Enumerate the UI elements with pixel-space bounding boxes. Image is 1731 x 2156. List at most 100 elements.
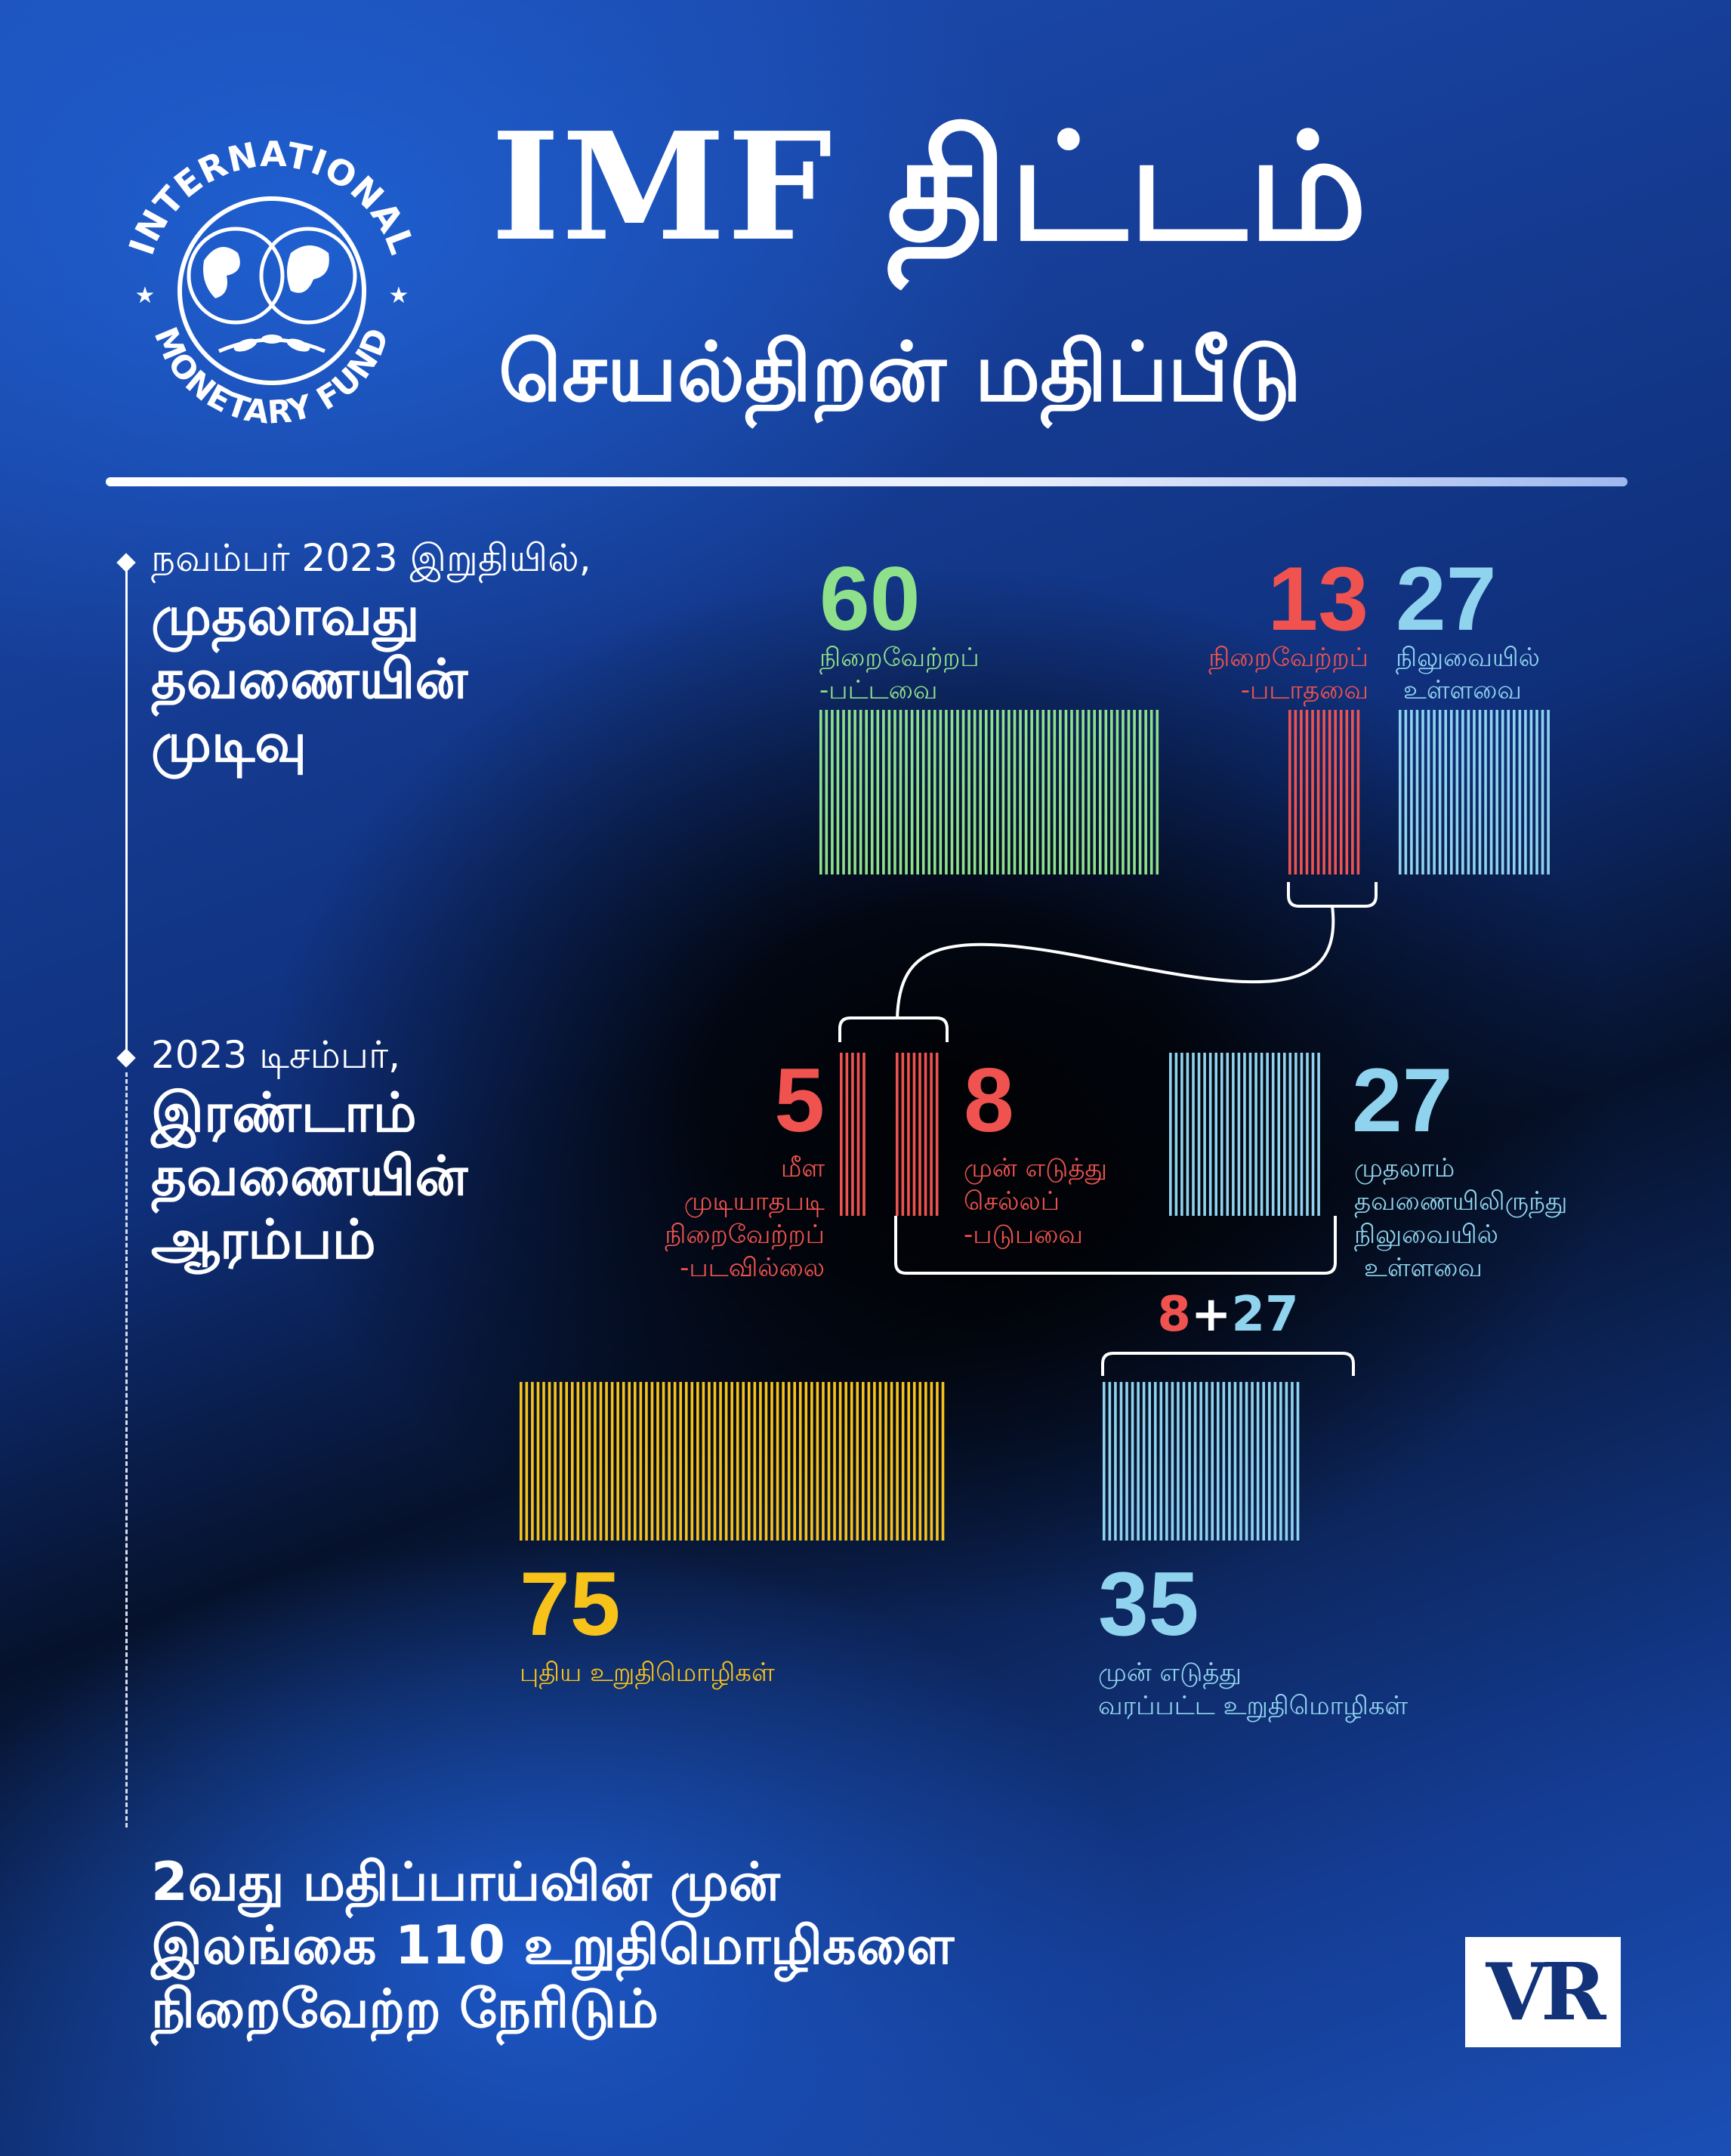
value-label: 60 xyxy=(819,548,920,649)
segment-label: நிறைவேற்றப் xyxy=(819,643,980,675)
bar-stripe xyxy=(961,710,965,874)
bar-stripe xyxy=(1075,710,1079,874)
bar-stripe xyxy=(862,1382,865,1541)
bar-stripe xyxy=(1421,710,1424,874)
bar-stripe xyxy=(842,710,845,874)
bar-stripe xyxy=(1232,1053,1235,1216)
bar-stripe xyxy=(730,1382,733,1541)
bar-stripe xyxy=(708,1382,711,1541)
bar-stripe xyxy=(1127,710,1131,874)
bar-stripe xyxy=(554,1382,557,1541)
bar-stripe xyxy=(935,1053,939,1216)
bar-stripe xyxy=(1294,710,1297,874)
bar-stripe xyxy=(1427,710,1430,874)
bar-stripe xyxy=(1243,1053,1246,1216)
bar-stripe xyxy=(582,1382,585,1541)
segment-label: மீள xyxy=(781,1153,825,1183)
bar-stripe xyxy=(1007,710,1011,874)
bar-stripe xyxy=(850,1382,853,1541)
bar-stripe xyxy=(1180,1053,1183,1216)
stage-second: 2023 டிசம்பர், இரண்டாம் தவணையின் ஆரம்பம் xyxy=(151,1035,467,1272)
bar-stripe xyxy=(1473,710,1476,874)
bar-stripe xyxy=(893,710,896,874)
bar-stripe xyxy=(1529,710,1533,874)
bar-stripe xyxy=(899,710,903,874)
bar-segment xyxy=(1399,710,1550,874)
bar-stripe xyxy=(1030,710,1033,874)
bar-stripe xyxy=(1214,1053,1217,1216)
bar-stripe xyxy=(1197,1053,1201,1216)
segment-label: நிலுவையில் xyxy=(1354,1220,1498,1252)
stage-title-line: ஆரம்பம் xyxy=(151,1208,376,1272)
bar-stripe xyxy=(876,710,880,874)
bar-stripe xyxy=(1220,1053,1223,1216)
bar-stripe xyxy=(622,1382,625,1541)
stage-date: நவம்பர் 2023 இறுதியில், xyxy=(151,536,591,580)
segment-label: -படுபவை xyxy=(964,1220,1083,1250)
bar-segment xyxy=(1288,710,1360,874)
bar-stripe xyxy=(873,1382,876,1541)
bar-stripe xyxy=(1351,710,1354,874)
bar-stripe xyxy=(1153,1382,1157,1541)
bar-stripe xyxy=(1266,1053,1269,1216)
bar-stripe xyxy=(816,1382,819,1541)
bar-stripe xyxy=(1064,710,1068,874)
bar-stripe xyxy=(1222,1382,1226,1541)
bar-stripe xyxy=(1087,710,1091,874)
segment-label: நிறைவேற்றப் xyxy=(665,1220,825,1252)
bar-stripe xyxy=(1260,1053,1264,1216)
bar-stripe xyxy=(918,1053,921,1216)
bar-stripe xyxy=(1149,710,1153,874)
bar-stripe xyxy=(1547,710,1550,874)
connector-curve xyxy=(896,905,1335,1020)
segment-label: செல்லப் xyxy=(964,1186,1060,1217)
bar-stripe xyxy=(639,1382,643,1541)
segment-label: -படவில்லை xyxy=(680,1253,825,1283)
bar-stripe xyxy=(1317,1053,1320,1216)
segment-label: நிறைவேற்றப் xyxy=(1208,643,1368,675)
bar-stripe xyxy=(1444,710,1447,874)
bar-stripe xyxy=(1193,1382,1197,1541)
stage-title-line: தவணையின் xyxy=(151,1144,468,1208)
bar-stripe xyxy=(1455,710,1459,874)
bar-stripe xyxy=(924,1382,927,1541)
bar-stripe xyxy=(844,1382,847,1541)
bar-stripe xyxy=(1288,1053,1292,1216)
bar-stripe xyxy=(1273,1382,1277,1541)
bar-stripe xyxy=(798,1382,802,1541)
bar-stripe xyxy=(887,710,891,874)
bar-stripe xyxy=(847,710,851,874)
bar-stripe xyxy=(1122,710,1125,874)
segment-label: முன் எடுத்து xyxy=(1098,1658,1242,1689)
bar-stripe xyxy=(973,710,977,874)
bar-stripe xyxy=(836,710,840,874)
bar-stripe xyxy=(1104,710,1108,874)
bar-stripe xyxy=(1438,710,1442,874)
bar-stripe xyxy=(628,1382,631,1541)
bar-stripe xyxy=(1262,1382,1265,1541)
svg-text:★: ★ xyxy=(135,282,156,309)
bar-stripe xyxy=(1070,710,1073,874)
bar-stripe xyxy=(896,1382,899,1541)
bar-stripe xyxy=(912,1382,916,1541)
bar-stripe xyxy=(1081,710,1085,874)
bar-stripe xyxy=(1048,710,1051,874)
bar-stripe xyxy=(759,1382,762,1541)
imf-seal-globe-icon: INTERNATIONAL MONETARY FUND ★ ★ xyxy=(121,134,422,431)
bar-stripe xyxy=(1188,1382,1191,1541)
bar-stripe xyxy=(827,1382,831,1541)
bar-stripe xyxy=(865,710,868,874)
bar-stripe xyxy=(927,710,931,874)
bar-stripe xyxy=(1108,1382,1112,1541)
bar-segment xyxy=(819,710,1159,874)
bar-segment xyxy=(896,1053,939,1216)
bar-stripe xyxy=(1433,710,1436,874)
bar-stripe xyxy=(1334,710,1337,874)
bar-stripe xyxy=(924,1053,927,1216)
bar-stripe xyxy=(1233,1382,1237,1541)
bar-stripe xyxy=(896,1053,899,1216)
bar-stripe xyxy=(930,1382,933,1541)
bracket-carried xyxy=(894,1216,1337,1275)
bar-stripe xyxy=(822,1382,825,1541)
sum-label-part: 8 xyxy=(1157,1287,1191,1343)
